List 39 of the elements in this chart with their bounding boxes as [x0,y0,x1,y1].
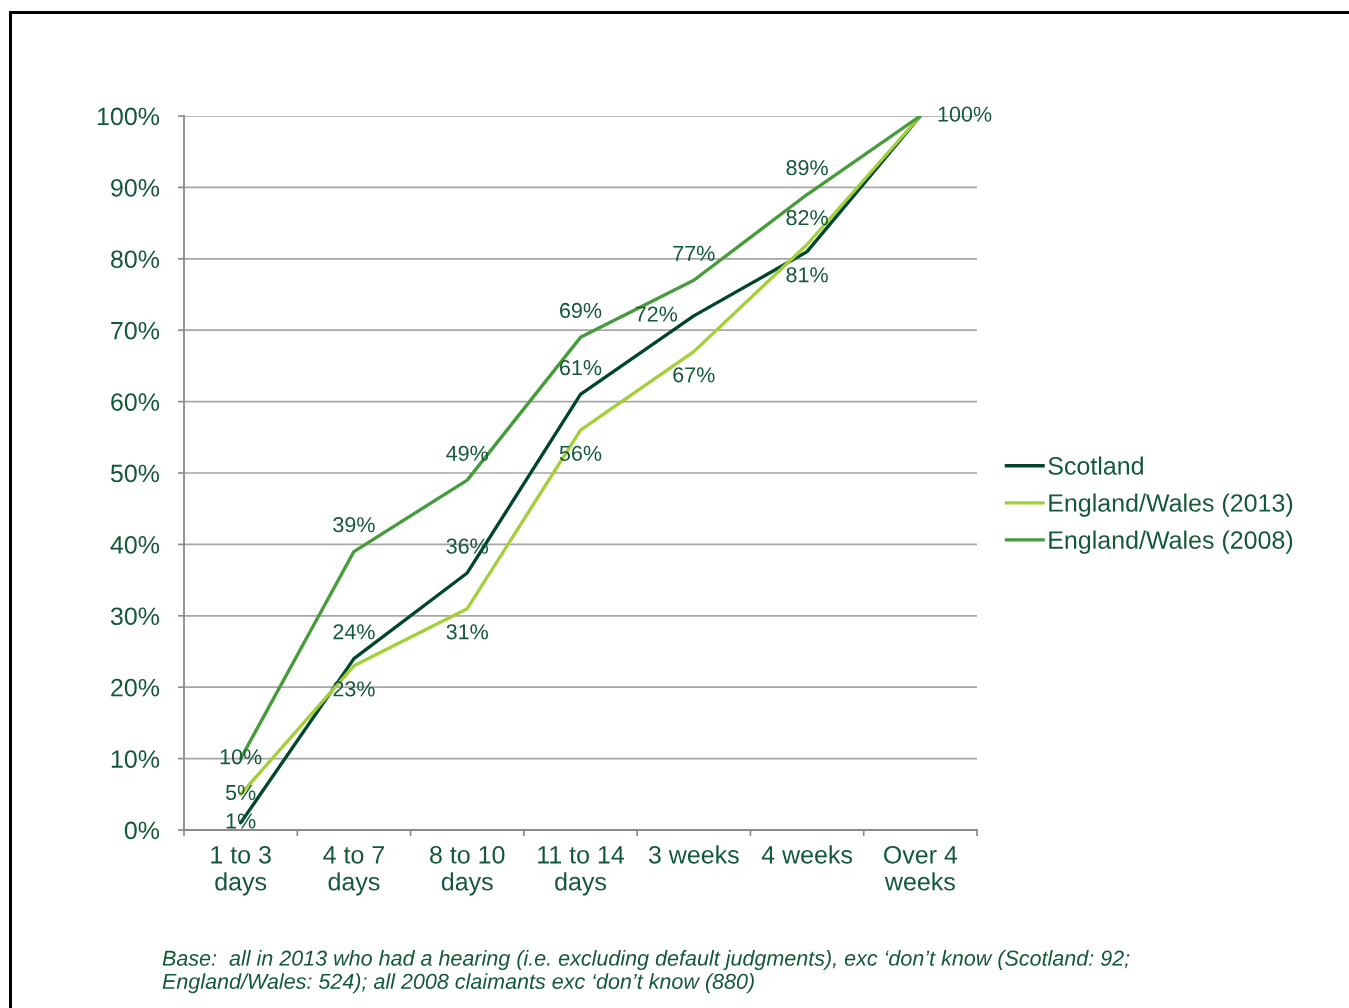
y-tick-label: 80% [111,250,160,269]
data-label: 31% [446,624,488,640]
data-label: 89% [786,160,828,176]
data-label: 82% [786,210,828,226]
y-tick-label: 100% [97,107,160,126]
y-tick-label: 20% [111,678,160,697]
data-label: 1% [226,813,256,829]
x-tick-label: 1 to 3 days [211,845,271,896]
y-tick-label: 50% [110,464,160,483]
data-label: 67% [673,367,715,383]
data-label: 10% [220,749,262,765]
data-label: 77% [673,245,715,261]
data-label: 49% [446,445,488,461]
data-label: 72% [635,306,678,322]
y-tick-label: 40% [110,536,160,554]
y-tick-label: 10% [111,750,160,768]
legend-label: England/Wales (2013) [1049,493,1293,517]
data-label: 23% [333,681,375,697]
data-label: 100% [938,106,992,122]
legend-label: England/Wales (2008) [1049,530,1293,554]
data-label: 5% [225,784,256,801]
x-tick-label: Over 4 weeks [884,845,958,891]
data-label: 69% [560,302,602,319]
x-tick-label: 4 to 7 days [323,846,384,896]
data-label: 81% [786,267,828,283]
y-tick-label: 30% [110,607,160,626]
x-tick-label: 11 to 14 days [538,846,625,896]
data-label: 39% [333,517,375,533]
x-tick-label: 3 weeks [648,845,739,864]
legend-label: Scotland [1048,456,1143,475]
text: Base: all in 2013 who had a hearing (i.e. excluding default judgments), exc ‘don’t know (Scotland: 92; England/Wales: 524); all 2008 claimants exc ‘don’t know (880) [162,950,1130,994]
data-label: 61% [560,359,602,376]
data-label: 24% [333,624,375,640]
y-tick-label: 60% [111,393,160,411]
y-tick-label: 0% [124,821,160,840]
x-tick-label: 4 weeks [761,845,853,864]
x-tick-label: 8 to 10 days [430,845,505,896]
y-tick-label: 90% [111,179,160,197]
y-tick-label: 70% [111,321,160,340]
